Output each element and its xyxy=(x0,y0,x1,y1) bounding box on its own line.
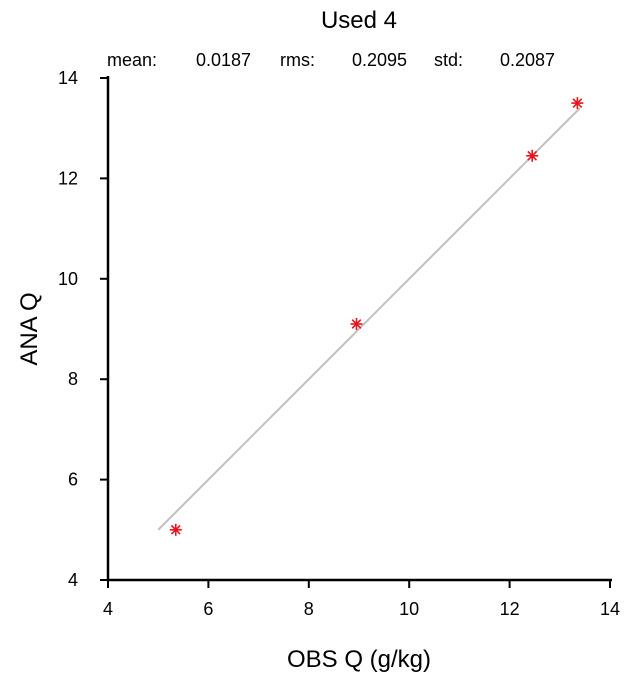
y-tick-label: 10 xyxy=(58,269,78,289)
std-value: 0.2087 xyxy=(500,50,555,70)
axes: 4 6 8 10 12 14 4 6 8 10 12 14 xyxy=(58,68,620,619)
y-tick-label: 6 xyxy=(68,470,78,490)
asterisk-stroke xyxy=(170,524,181,535)
data-point xyxy=(350,317,363,330)
rms-value: 0.2095 xyxy=(352,50,407,70)
data-points xyxy=(169,97,584,536)
data-point xyxy=(571,97,584,110)
data-point xyxy=(526,149,539,162)
x-tick-label: 8 xyxy=(304,599,314,619)
std-label: std: xyxy=(434,50,463,70)
x-tick-label: 14 xyxy=(600,599,620,619)
chart-title: Used 4 xyxy=(321,7,397,34)
mean-value: 0.0187 xyxy=(196,50,251,70)
x-tick-label: 12 xyxy=(500,599,520,619)
rms-label: rms: xyxy=(280,50,315,70)
reference-line xyxy=(157,107,581,531)
reference-line-group xyxy=(157,107,581,531)
asterisk-stroke xyxy=(351,319,362,329)
y-tick-label: 8 xyxy=(68,369,78,389)
asterisk-stroke xyxy=(527,150,538,161)
x-tick-label: 6 xyxy=(203,599,213,619)
data-point xyxy=(169,523,182,536)
x-tick-label: 4 xyxy=(103,599,113,619)
stats-row: mean: 0.0187 rms: 0.2095 std: 0.2087 xyxy=(107,50,555,70)
y-tick-label: 12 xyxy=(58,168,78,188)
mean-label: mean: xyxy=(107,50,157,70)
x-tick-label: 10 xyxy=(399,599,419,619)
asterisk-stroke xyxy=(572,98,583,108)
y-axis-label: ANA Q xyxy=(16,292,43,365)
y-tick-label: 4 xyxy=(68,570,78,590)
y-tick-label: 14 xyxy=(58,68,78,88)
x-axis-label: OBS Q (g/kg) xyxy=(287,646,431,673)
